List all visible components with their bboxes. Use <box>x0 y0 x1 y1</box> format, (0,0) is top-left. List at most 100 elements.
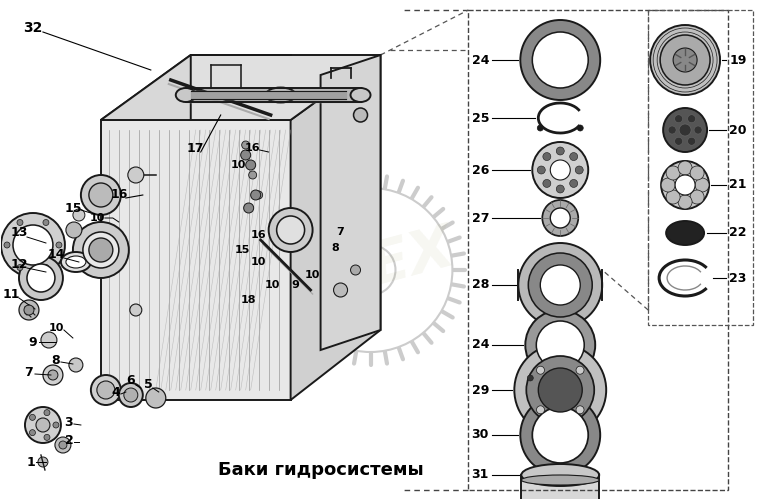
Circle shape <box>346 245 395 295</box>
Circle shape <box>27 264 55 292</box>
Circle shape <box>17 264 23 270</box>
Circle shape <box>675 137 682 145</box>
Circle shape <box>245 160 255 170</box>
Circle shape <box>38 457 48 467</box>
Circle shape <box>528 253 592 317</box>
Text: 16: 16 <box>245 143 261 153</box>
Ellipse shape <box>521 475 599 485</box>
Ellipse shape <box>176 88 196 102</box>
Text: 8: 8 <box>52 353 60 366</box>
Circle shape <box>540 265 580 305</box>
Circle shape <box>525 310 595 380</box>
Text: 5: 5 <box>144 379 154 392</box>
Text: 19: 19 <box>730 53 747 66</box>
Circle shape <box>249 171 257 179</box>
Circle shape <box>543 180 551 188</box>
Text: 21: 21 <box>730 179 747 192</box>
Circle shape <box>537 321 584 369</box>
Circle shape <box>695 178 709 192</box>
Circle shape <box>30 414 36 420</box>
Circle shape <box>673 48 697 72</box>
Circle shape <box>538 368 582 412</box>
Circle shape <box>69 358 83 372</box>
Circle shape <box>527 356 594 424</box>
Circle shape <box>55 437 71 453</box>
Circle shape <box>241 150 251 160</box>
Text: 10: 10 <box>265 280 280 290</box>
Text: 4: 4 <box>112 387 120 400</box>
Circle shape <box>537 166 545 174</box>
Circle shape <box>537 125 543 131</box>
Text: 12: 12 <box>10 258 27 271</box>
Circle shape <box>124 388 138 402</box>
Text: 7: 7 <box>24 365 33 379</box>
Ellipse shape <box>66 256 86 268</box>
Text: 28: 28 <box>472 278 489 291</box>
Circle shape <box>128 167 144 183</box>
Text: 24: 24 <box>472 338 489 351</box>
Circle shape <box>1 213 65 277</box>
Circle shape <box>255 191 263 199</box>
Ellipse shape <box>266 87 296 102</box>
Circle shape <box>91 375 121 405</box>
Circle shape <box>43 264 49 270</box>
Text: 30: 30 <box>472 429 489 442</box>
Circle shape <box>532 407 588 463</box>
Circle shape <box>556 185 564 193</box>
Circle shape <box>576 406 584 414</box>
Circle shape <box>532 32 588 88</box>
Text: 10: 10 <box>305 270 320 280</box>
Circle shape <box>30 430 36 436</box>
Circle shape <box>537 406 544 414</box>
Circle shape <box>251 190 261 200</box>
Circle shape <box>675 175 695 195</box>
Circle shape <box>350 265 360 275</box>
Bar <box>648 10 753 325</box>
Text: 17: 17 <box>187 142 204 155</box>
Circle shape <box>119 383 143 407</box>
Circle shape <box>19 256 63 300</box>
Text: 10: 10 <box>48 323 64 333</box>
Text: 2: 2 <box>65 434 73 447</box>
Circle shape <box>550 160 570 180</box>
Bar <box>468 10 728 490</box>
Circle shape <box>242 141 250 149</box>
Text: 25: 25 <box>472 111 489 124</box>
Circle shape <box>59 441 67 449</box>
Circle shape <box>650 25 720 95</box>
Bar <box>521 475 599 499</box>
Text: 22: 22 <box>730 227 747 240</box>
Circle shape <box>556 147 564 155</box>
Circle shape <box>543 153 551 161</box>
Circle shape <box>89 238 112 262</box>
Circle shape <box>576 366 584 374</box>
Text: 16: 16 <box>251 230 267 240</box>
Circle shape <box>661 161 709 209</box>
Circle shape <box>73 209 85 221</box>
Circle shape <box>570 153 578 161</box>
Circle shape <box>244 203 254 213</box>
Text: 20: 20 <box>730 123 747 137</box>
Circle shape <box>4 242 10 248</box>
Circle shape <box>81 175 121 215</box>
Circle shape <box>668 126 676 134</box>
Circle shape <box>678 161 692 175</box>
Circle shape <box>53 422 59 428</box>
Circle shape <box>268 208 312 252</box>
Text: 8: 8 <box>331 243 340 253</box>
Circle shape <box>550 208 570 228</box>
Text: DTEX: DTEX <box>280 220 461 320</box>
Polygon shape <box>321 55 381 350</box>
Circle shape <box>13 225 53 265</box>
Circle shape <box>688 115 695 123</box>
Circle shape <box>663 108 707 152</box>
Circle shape <box>537 366 544 374</box>
Circle shape <box>679 124 691 136</box>
Text: 26: 26 <box>472 164 489 177</box>
Text: 27: 27 <box>472 212 489 225</box>
Circle shape <box>56 242 62 248</box>
Text: 32: 32 <box>24 21 43 35</box>
Circle shape <box>43 365 63 385</box>
Text: 14: 14 <box>47 249 65 261</box>
Circle shape <box>25 407 61 443</box>
